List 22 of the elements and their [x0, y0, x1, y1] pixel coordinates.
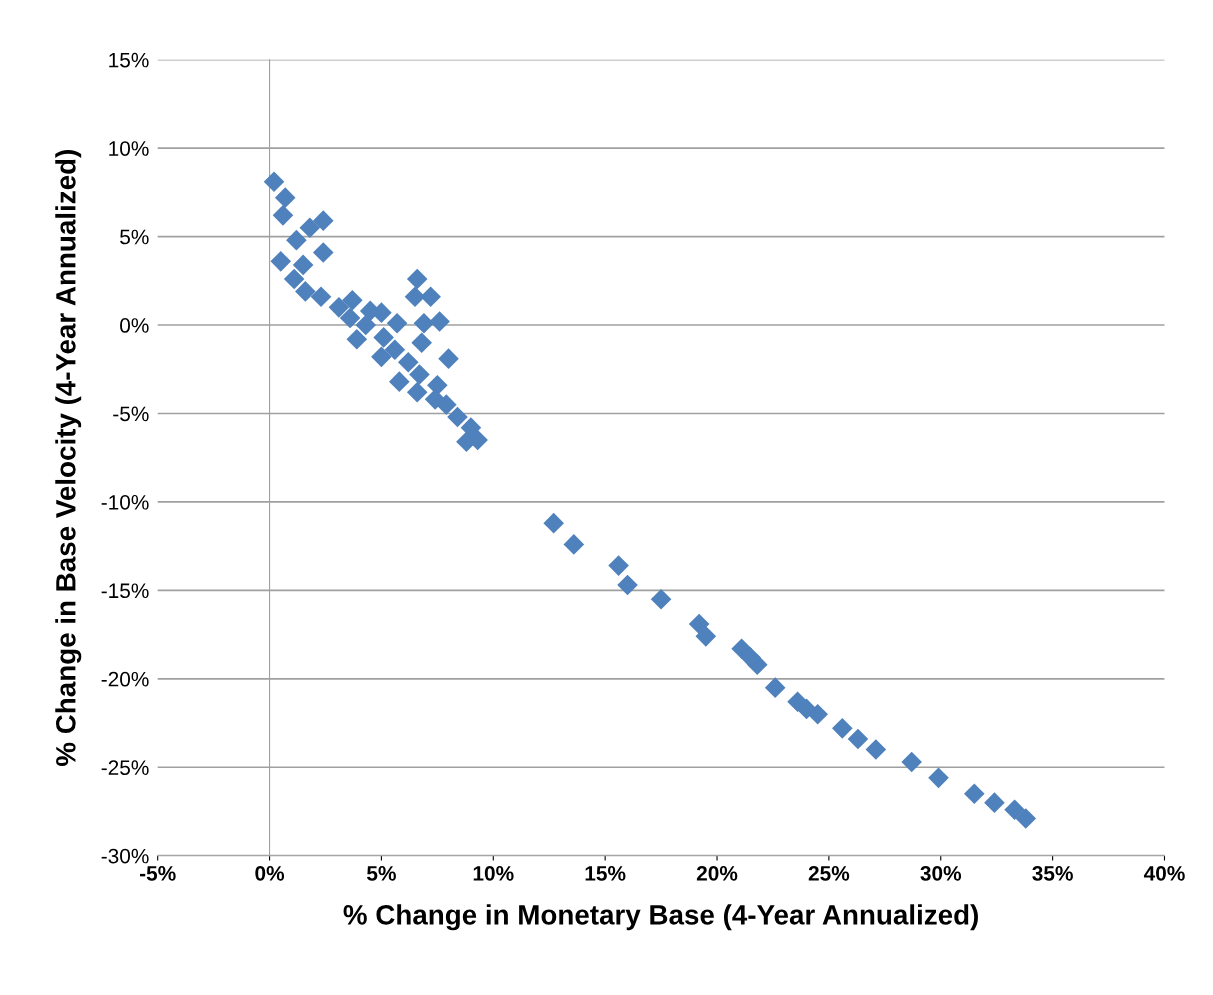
y-tick-label: -25%: [101, 760, 149, 776]
x-tick-label: 25%: [808, 865, 850, 881]
x-tick-label: 0%: [255, 865, 285, 881]
y-axis-title: % Change in Base Velocity (4-Year Annualized): [55, 150, 82, 766]
x-tick-label: 35%: [1032, 865, 1073, 881]
x-tick-label: -5%: [139, 866, 176, 881]
y-tick-label: 10%: [109, 141, 149, 156]
y-tick-label: -5%: [113, 406, 149, 422]
x-tick-label: 15%: [585, 866, 626, 881]
y-tick-label: -20%: [101, 671, 149, 687]
y-tick-label: 5%: [120, 229, 149, 245]
x-tick-label: 20%: [696, 865, 738, 881]
y-tick-label: 15%: [109, 52, 149, 68]
x-tick-label: 10%: [473, 865, 514, 881]
x-tick-label: 40%: [1143, 865, 1185, 881]
x-tick-label: 30%: [920, 865, 962, 881]
y-tick-label: -30%: [101, 848, 149, 864]
x-axis-title: % Change in Monetary Base (4-Year Annualized): [343, 904, 978, 931]
x-tick-label: 5%: [367, 866, 396, 881]
y-tick-label: 0%: [120, 318, 149, 333]
y-tick-label: -15%: [101, 583, 149, 599]
y-tick-label: -10%: [101, 494, 149, 510]
